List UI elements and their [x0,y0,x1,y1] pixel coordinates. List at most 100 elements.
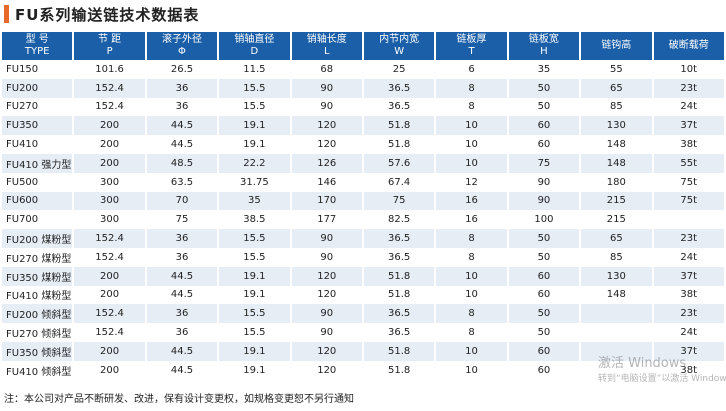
table-cell: 15.5 [219,78,290,98]
table-cell: 36 [146,304,218,324]
table-cell: 15.5 [219,229,290,248]
table-cell: 148 [606,289,626,301]
table-cell: 300 [100,176,120,188]
footnote: 注：本公司对产品不断研发、改进，保有设计变更权，如规格变更恕不另行通知 [4,394,354,405]
table-cell: 38t [680,289,698,301]
table-cell: 55t [653,153,724,173]
table-row: FU270 152.4 36 15.5 90 36.5 8 50 85 24t [2,98,724,117]
table-cell: 44.5 [170,139,194,151]
table-cell: FU200 煤粉型 [2,229,73,248]
table-cell: 38t [680,364,698,376]
column-header: 链板宽 H [508,32,580,60]
table-cell: 36.5 [363,78,435,98]
column-header: 型 号 TYPE [2,32,73,60]
table-cell: 37t [653,266,724,286]
table-cell: 15.5 [243,251,266,263]
table-cell: 200 [74,116,145,136]
table-cell: 35 [219,191,290,211]
table-cell: 24t [680,327,698,339]
table-row: FU270 煤粉型 152.4 36 15.5 90 36.5 8 50 85 24t [2,248,724,267]
table-cell: 8 [468,251,475,263]
table-cell: 50 [537,327,551,339]
table-row: FU270 倾斜型 152.4 36 15.5 90 36.5 8 50 24t [2,323,724,342]
table-cell: 19.1 [243,289,266,301]
table-cell: 200 [74,153,145,173]
table-cell: 200 [74,266,145,286]
table-cell: 8 [468,327,475,339]
table-cell: 130 [581,266,652,286]
table-body: FU150 101.6 26.5 11.5 68 25 6 35 55 10t FU200 152.4… [2,60,724,380]
table-cell: 31.75 [240,176,269,188]
watermark: 激活 Windows 转到“电脑设置”以激活 Windows [598,352,726,384]
table-cell: 50 [508,304,580,324]
table-cell: 10t [680,63,698,75]
table-cell: 15.5 [219,304,290,324]
table-cell: FU350 煤粉型 [2,266,73,286]
table-cell: 120 [291,341,362,361]
table-cell: 75 [175,214,189,226]
table-cell: 36.5 [388,101,411,113]
column-header: 链板厚 T [436,32,507,60]
table-cell: 37t [653,341,724,361]
table-row: FU350 煤粉型 200 44.5 19.1 120 51.8 10 60 130 37t [2,266,724,286]
table-cell: 85 [609,251,623,263]
column-header-line: 滚子外径 [161,34,202,45]
table-row: FU200 152.4 36 15.5 90 36.5 8 50 65 23t [2,78,724,98]
table-cell: 120 [291,116,362,136]
table-cell: 10 [465,364,478,376]
header-row: 型 号 TYPE 节 距 P 滚子外径 Φ 销轴直径 D 销轴长度 L 内节内宽 W 链板厚 T 链板宽 H 链… [2,32,724,60]
column-header-line: L [323,46,330,57]
table-cell: FU700 [6,214,39,226]
column-header-line: H [540,46,548,57]
column-header-line: 节 距 [97,34,122,45]
table-cell: 148 [606,139,626,151]
table-cell: 51.8 [363,266,435,286]
table-cell: 48.5 [146,153,218,173]
column-header-line: 链板宽 [528,34,559,45]
table-cell: 60 [508,266,580,286]
column-header-line: 内节内宽 [379,34,420,45]
table-cell: 57.6 [363,153,435,173]
table-cell: 100 [534,214,554,226]
table-cell: 23t [653,78,724,98]
column-header-line: 破断载荷 [668,40,709,51]
table-cell: 75 [508,153,580,173]
table-cell: 19.1 [219,116,290,136]
table-cell: 24t [680,101,698,113]
table-cell: 180 [606,176,626,188]
table-cell [581,341,652,361]
table-cell: 19.1 [243,364,266,376]
table-cell: 44.5 [170,364,194,376]
table-cell: 8 [436,78,507,98]
table-cell: 36 [146,229,218,248]
table-row: FU200 倾斜型 152.4 36 15.5 90 36.5 8 50 23t [2,304,724,324]
table-cell: 300 [100,214,120,226]
table-row: FU410 煤粉型 200 44.5 19.1 120 51.8 10 60 148 38t [2,286,724,305]
table-cell: FU200 [2,78,73,98]
table-row: FU410 强力型 200 48.5 22.2 126 57.6 10 75 148 55t [2,153,724,173]
table-cell: 90 [320,101,334,113]
table-cell: FU410 倾斜型 [6,366,72,378]
table-cell: 63.5 [170,176,194,188]
column-header-line: Φ [178,46,186,57]
column-header: 销轴长度 L [291,32,362,60]
table-cell: 82.5 [388,214,411,226]
table-cell: 25 [392,63,406,75]
table-cell: 200 [100,289,120,301]
table-cell: FU270 倾斜型 [6,329,72,341]
table-cell: 120 [291,266,362,286]
table-cell: 200 [100,139,120,151]
table-cell: 36 [175,327,189,339]
table-cell: 50 [508,78,580,98]
table-cell: 65 [581,229,652,248]
table-cell: 8 [436,229,507,248]
table-cell: FU270 煤粉型 [6,253,72,265]
title-block: FU系列输送链技术数据表 [4,4,199,24]
table-cell: 36.5 [388,327,411,339]
table-cell: FU410 强力型 [2,153,73,173]
table-cell: 44.5 [146,116,218,136]
table-row: FU500 300 63.5 31.75 146 67.4 12 90 180 75t [2,173,724,192]
table-cell: 85 [609,101,623,113]
table-cell: 90 [291,229,362,248]
